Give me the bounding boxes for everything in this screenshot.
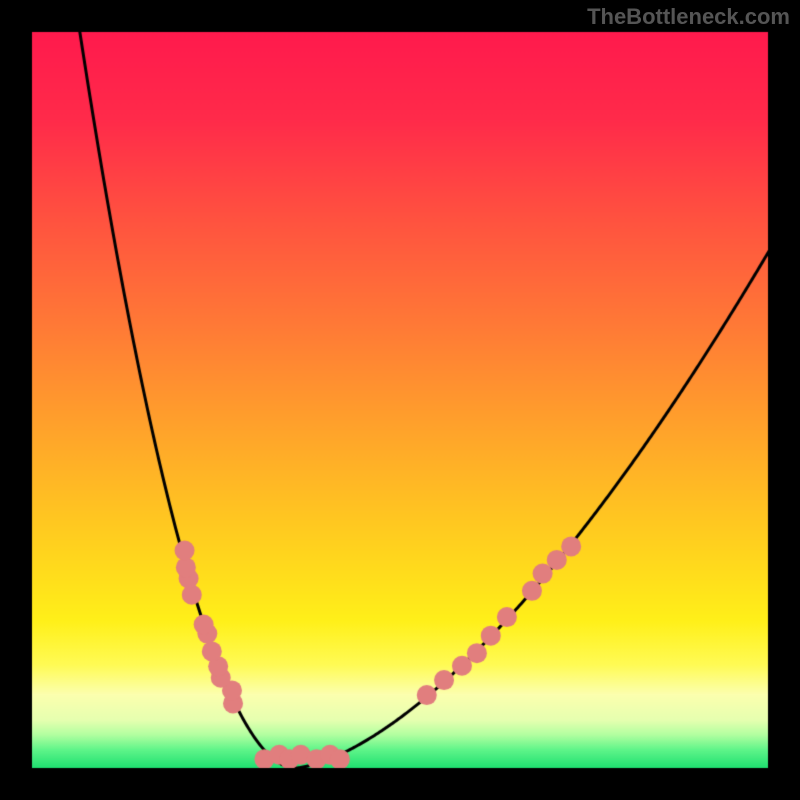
chart-canvas [0, 0, 800, 800]
chart-stage: TheBottleneck.com [0, 0, 800, 800]
